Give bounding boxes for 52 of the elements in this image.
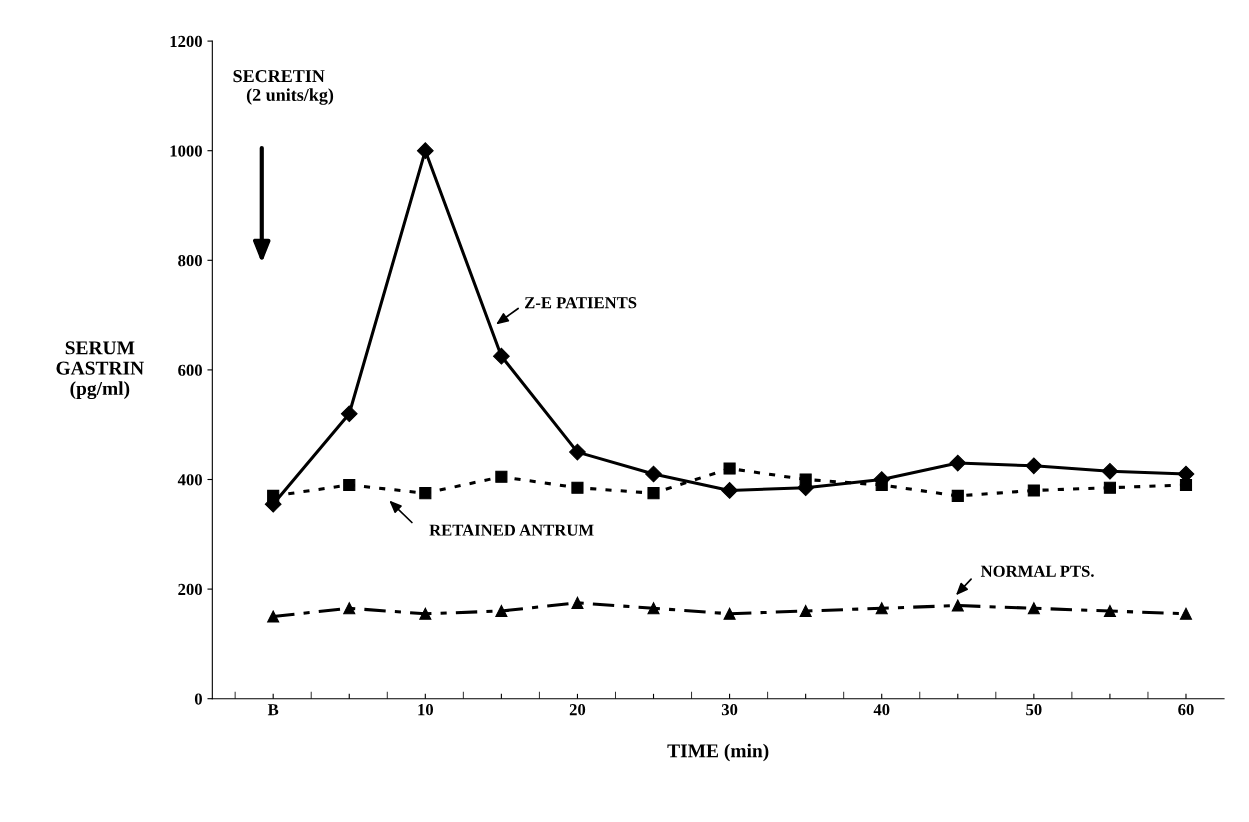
y-tick-label: 600 — [178, 364, 202, 376]
y-tick-label: 1000 — [170, 145, 202, 157]
point — [723, 607, 736, 620]
point — [267, 610, 280, 623]
point — [571, 481, 584, 494]
point — [875, 602, 888, 615]
y-tick-label: 200 — [178, 583, 202, 596]
x-tick-label: 30 — [721, 704, 738, 716]
y-tick-label: 0 — [194, 693, 202, 705]
point — [343, 478, 356, 492]
point — [951, 489, 964, 503]
point — [571, 596, 584, 609]
point — [721, 482, 738, 499]
point — [495, 470, 508, 483]
point — [1027, 602, 1040, 615]
point — [1027, 484, 1040, 497]
point — [799, 604, 812, 618]
text: Z-E PATIENTS — [525, 297, 637, 309]
point — [569, 443, 586, 461]
point — [416, 142, 434, 160]
annotation: SECRETIN (2 units/kg) — [233, 70, 334, 105]
x-tick-label: 60 — [1178, 704, 1194, 716]
point — [1179, 607, 1193, 620]
point — [1101, 462, 1119, 480]
y-axis-title: SERUM GASTRIN (pg/ml) — [56, 341, 144, 400]
point — [493, 347, 510, 365]
y-tick-label: 400 — [177, 474, 202, 486]
point — [647, 487, 660, 500]
x-tick-label: 10 — [418, 704, 434, 716]
point — [1025, 457, 1043, 475]
point — [951, 599, 964, 612]
point — [1103, 604, 1116, 618]
point — [723, 462, 736, 475]
series-label: RETAINED ANTRUM — [429, 524, 594, 536]
point — [340, 405, 358, 423]
point — [495, 604, 508, 618]
x-axis-title: TIME (min) — [667, 743, 769, 762]
y-tick-label: 1200 — [170, 35, 202, 48]
point — [647, 602, 660, 615]
point — [645, 465, 662, 483]
x-tick-label: 40 — [873, 704, 890, 716]
point — [1179, 478, 1193, 492]
series-label: NORMAL PTS. — [980, 565, 1094, 577]
x-tick-label: 20 — [569, 704, 586, 716]
x-tick-label: 50 — [1026, 704, 1042, 716]
point — [1103, 481, 1116, 494]
point — [419, 487, 432, 500]
y-tick-label: 800 — [178, 255, 202, 267]
point — [419, 607, 432, 620]
point — [949, 454, 967, 472]
point — [343, 602, 356, 615]
x-tick-label: B — [267, 704, 279, 716]
